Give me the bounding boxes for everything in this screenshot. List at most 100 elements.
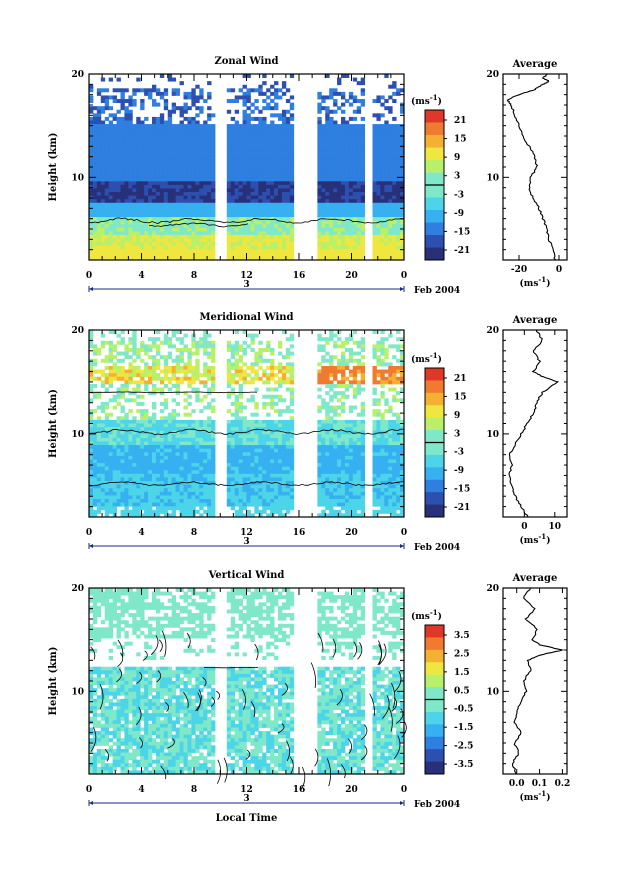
- heatmap-cell: [235, 142, 239, 146]
- heatmap-cell: [231, 467, 235, 471]
- heatmap-cell: [254, 495, 258, 499]
- heatmap-cell: [191, 235, 195, 239]
- heatmap-cell: [148, 153, 152, 157]
- heatmap-cell: [101, 217, 105, 221]
- heatmap-cell: [329, 214, 333, 218]
- heatmap-cell: [160, 121, 164, 125]
- heatmap-cell: [211, 470, 215, 474]
- heatmap-cell: [349, 185, 353, 189]
- heatmap-cell: [258, 171, 262, 175]
- heatmap-cell: [235, 253, 239, 257]
- heatmap-cell: [101, 485, 105, 489]
- heatmap-cell: [172, 366, 176, 370]
- heatmap-cell: [357, 253, 361, 257]
- heatmap-cell: [124, 228, 128, 232]
- heatmap-cell: [121, 88, 125, 92]
- heatmap-cell: [105, 103, 109, 107]
- heatmap-cell: [168, 235, 172, 239]
- heatmap-cell: [380, 217, 384, 221]
- heatmap-cell: [97, 199, 101, 203]
- heatmap-cell: [325, 203, 329, 207]
- heatmap-cell: [180, 239, 184, 243]
- heatmap-cell: [270, 235, 274, 239]
- heatmap-cell: [243, 217, 247, 221]
- heatmap-cell: [376, 224, 380, 228]
- heatmap-cell: [282, 355, 286, 359]
- heatmap-cell: [247, 153, 251, 157]
- heatmap-cell: [121, 416, 125, 420]
- heatmap-cell: [93, 449, 97, 453]
- heatmap-cell: [247, 192, 251, 196]
- heatmap-cell: [376, 160, 380, 164]
- heatmap-cell: [380, 235, 384, 239]
- heatmap-cell: [274, 506, 278, 510]
- heatmap-cell: [243, 370, 247, 374]
- heatmap-cell: [172, 253, 176, 257]
- heatmap-cell: [117, 470, 121, 474]
- heatmap-cell: [341, 138, 345, 142]
- heatmap-cell: [105, 406, 109, 410]
- heatmap-cell: [235, 402, 239, 406]
- heatmap-cell: [337, 196, 341, 200]
- heatmap-cell: [160, 153, 164, 157]
- heatmap-cell: [250, 485, 254, 489]
- heatmap-cell: [373, 203, 377, 207]
- heatmap-cell: [148, 337, 152, 341]
- heatmap-cell: [231, 135, 235, 139]
- heatmap-cell: [211, 348, 215, 352]
- heatmap-cell: [373, 128, 377, 132]
- heatmap-cell: [262, 242, 266, 246]
- heatmap-cell: [160, 445, 164, 449]
- heatmap-cell: [195, 121, 199, 125]
- heatmap-cell: [247, 167, 251, 171]
- heatmap-cell: [203, 348, 207, 352]
- heatmap-cell: [89, 246, 93, 250]
- heatmap-cell: [266, 88, 270, 92]
- heatmap-cell: [105, 192, 109, 196]
- heatmap-cell: [168, 434, 172, 438]
- heatmap-cell: [278, 235, 282, 239]
- heatmap-cell: [337, 153, 341, 157]
- heatmap-cell: [101, 380, 105, 384]
- heatmap-cell: [191, 474, 195, 478]
- heatmap-cell: [148, 370, 152, 374]
- heatmap-cell: [121, 142, 125, 146]
- heatmap-cell: [270, 85, 274, 89]
- heatmap-cell: [247, 92, 251, 96]
- heatmap-cell: [164, 138, 168, 142]
- heatmap-cell: [97, 506, 101, 510]
- heatmap-cell: [243, 178, 247, 182]
- heatmap-cell: [357, 110, 361, 114]
- heatmap-cell: [258, 138, 262, 142]
- heatmap-cell: [373, 163, 377, 167]
- heatmap-cell: [345, 235, 349, 239]
- heatmap-cell: [109, 78, 113, 82]
- heatmap-cell: [286, 352, 290, 356]
- heatmap-cell: [180, 253, 184, 257]
- heatmap-cell: [105, 467, 109, 471]
- heatmap-cell: [136, 395, 140, 399]
- heatmap-cell: [195, 420, 199, 424]
- heatmap-cell: [373, 217, 377, 221]
- heatmap-cell: [329, 206, 333, 210]
- heatmap-cell: [168, 416, 172, 420]
- heatmap-cell: [156, 163, 160, 167]
- heatmap-cell: [227, 488, 231, 492]
- heatmap-cell: [156, 503, 160, 507]
- heatmap-cell: [109, 224, 113, 228]
- heatmap-cell: [282, 85, 286, 89]
- heatmap-cell: [282, 506, 286, 510]
- heatmap-cell: [128, 117, 132, 121]
- heatmap-cell: [168, 459, 172, 463]
- heatmap-cell: [286, 142, 290, 146]
- heatmap-cell: [156, 121, 160, 125]
- heatmap-cell: [124, 452, 128, 456]
- heatmap-cell: [195, 163, 199, 167]
- heatmap-cell: [97, 142, 101, 146]
- heatmap-cell: [117, 481, 121, 485]
- heatmap-cell: [353, 249, 357, 253]
- heatmap-cell: [152, 85, 156, 89]
- heatmap-cell: [250, 178, 254, 182]
- heatmap-cell: [140, 434, 144, 438]
- heatmap-cell: [235, 495, 239, 499]
